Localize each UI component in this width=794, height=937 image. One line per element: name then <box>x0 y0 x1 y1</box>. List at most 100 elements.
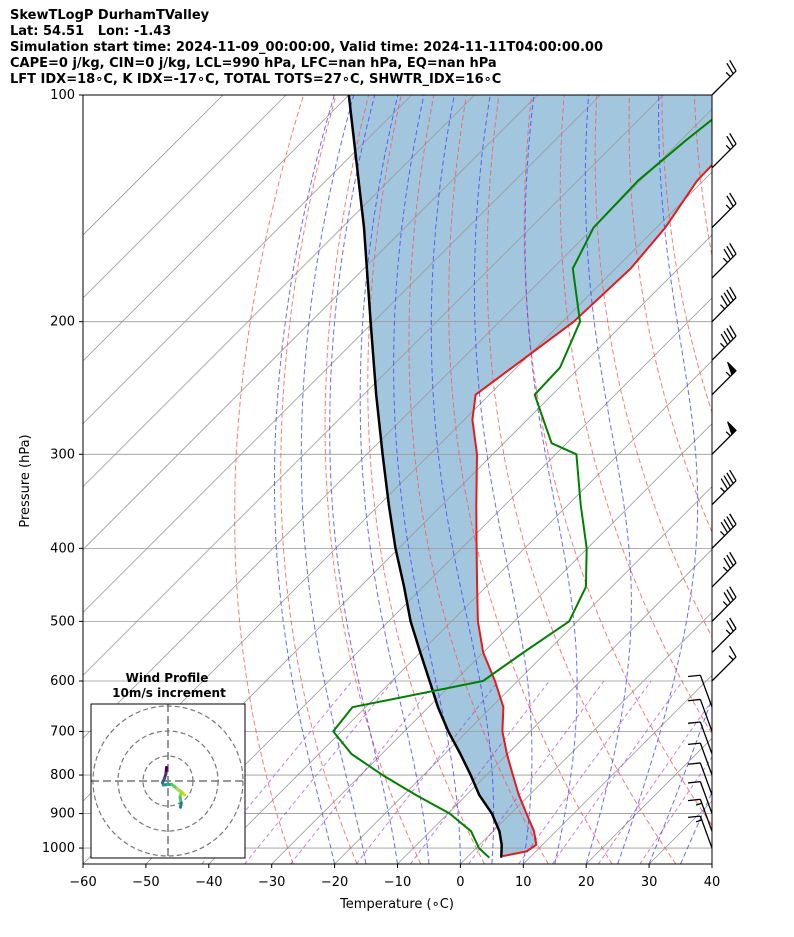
wind-barb-half <box>725 144 731 151</box>
isotherm-line <box>83 95 287 299</box>
wind-barb-half <box>725 204 731 210</box>
moist-adiabat-line <box>393 95 461 864</box>
wind-barb-full <box>723 292 731 304</box>
wind-barb-full <box>688 798 701 802</box>
temperature-line <box>471 163 712 858</box>
wind-barb-full <box>688 780 701 784</box>
y-tick-label: 700 <box>50 724 75 739</box>
wind-barb-staff <box>699 699 713 732</box>
x-tick-label: 0 <box>456 875 464 890</box>
wind-barb-full <box>726 245 734 258</box>
moist-adiabat-line <box>711 862 712 864</box>
wind-barb-flag <box>727 421 737 436</box>
wind-barb-full <box>729 60 737 72</box>
hodograph-inset: Wind Profile 10m/s increment <box>90 671 246 859</box>
wind-barb-full <box>729 469 737 481</box>
cape-cin-shading <box>348 95 712 857</box>
wind-barb-half <box>695 802 702 806</box>
chart-title-block: SkewTLogP DurhamTValley Lat: 54.51 Lon: -… <box>10 8 603 88</box>
mixing-ratio-line <box>597 699 712 864</box>
y-tick-label: 600 <box>50 674 75 689</box>
wind-barb-full <box>729 325 737 337</box>
title-cape: CAPE=0 j/kg, CIN=0 j/kg, LCL=990 hPa, LF… <box>10 56 497 71</box>
moist-adiabat-line <box>359 95 430 864</box>
wind-barb-full <box>729 645 737 658</box>
wind-barb-half <box>720 530 726 537</box>
wind-barb-half <box>725 431 731 437</box>
wind-barb-full <box>726 328 734 340</box>
wind-barb-full <box>726 589 734 601</box>
isotherm-line <box>460 611 712 864</box>
wind-barb <box>688 721 713 755</box>
y-tick-label: 300 <box>50 447 75 462</box>
hodograph-plot <box>91 704 245 858</box>
wind-barb-half <box>720 342 726 348</box>
wind-barb-full <box>729 586 737 598</box>
x-tick-label: −50 <box>132 875 159 890</box>
isotherm-line <box>83 95 538 551</box>
wind-barb-staff <box>711 562 737 588</box>
wind-barb-full <box>688 742 701 746</box>
x-tick-label: −20 <box>321 875 348 890</box>
wind-barb <box>711 469 737 506</box>
dry-adiabat-line <box>594 95 712 639</box>
wind-barb <box>711 60 737 96</box>
wind-barb-full <box>726 472 734 484</box>
wind-barb-half <box>720 487 726 493</box>
wind-barb <box>711 617 737 653</box>
mixing-ratio-line <box>551 680 684 864</box>
x-tick-label: 10 <box>515 875 532 890</box>
wind-barb <box>688 674 713 708</box>
wind-barb-full <box>726 554 734 567</box>
isotherm-line <box>397 548 712 864</box>
moist-adiabat-line <box>329 95 398 864</box>
isotherm-line <box>83 95 224 236</box>
wind-barb-half <box>728 655 734 661</box>
wind-barb-full <box>729 551 737 564</box>
x-tick-label: −40 <box>195 875 222 890</box>
wind-barb-staff <box>711 656 737 682</box>
mixing-ratio-line <box>639 756 712 864</box>
y-tick-label: 200 <box>50 315 75 330</box>
dry-adiabat-line <box>661 95 712 414</box>
dry-adiabat-line <box>367 95 485 864</box>
wind-barb-full <box>688 698 701 702</box>
cin-shade-area <box>348 95 712 857</box>
y-axis-label: Pressure (hPa) <box>18 434 33 527</box>
wind-barb-full <box>688 815 701 819</box>
wind-barb-half <box>722 566 729 572</box>
wind-barb-full <box>729 132 737 145</box>
wind-barb-staff <box>699 742 713 776</box>
wind-barb-full <box>723 557 731 569</box>
title-station: SkewTLogP DurhamTValley <box>10 8 210 23</box>
wind-barb-staff <box>699 721 713 755</box>
wind-barb-staff <box>699 799 713 832</box>
x-axis-label: Temperature (∘C) <box>339 897 454 912</box>
isotherm-line <box>711 863 712 864</box>
wind-barb <box>688 698 713 732</box>
wind-barb-full <box>720 521 729 534</box>
moist-adiabat-line <box>300 95 367 864</box>
wind-barb-full <box>723 475 731 487</box>
y-tick-label: 400 <box>50 541 75 556</box>
wind-barb-full <box>720 333 729 345</box>
wind-barb <box>711 243 737 279</box>
y-tick-label: 800 <box>50 768 75 783</box>
wind-barb <box>688 798 713 832</box>
mixing-ratio-line <box>518 680 652 864</box>
y-tick-label: 500 <box>50 614 75 629</box>
wind-barb-full <box>720 478 729 490</box>
wind-barb <box>688 815 713 849</box>
parcel-profile-line <box>347 95 503 858</box>
x-tick-label: −30 <box>258 875 285 890</box>
wind-barb-staff <box>711 596 737 622</box>
y-tick-label: 900 <box>50 807 75 822</box>
wind-barb <box>711 132 737 169</box>
moist-adiabat-line <box>584 95 632 864</box>
wind-barb-full <box>726 289 734 301</box>
dry-adiabat-line <box>693 95 712 258</box>
hodograph-segment <box>179 801 183 809</box>
y-tick-label: 1000 <box>42 841 75 856</box>
wind-barb-staff <box>699 674 713 708</box>
wind-barb <box>711 325 737 361</box>
